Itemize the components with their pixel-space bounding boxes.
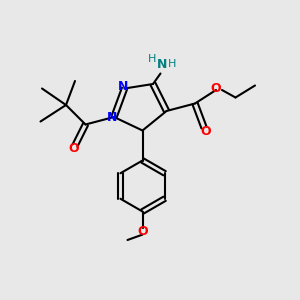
Text: H: H xyxy=(168,59,177,70)
Text: O: O xyxy=(200,124,211,138)
Text: N: N xyxy=(157,58,167,71)
Text: O: O xyxy=(211,82,221,95)
Text: O: O xyxy=(137,225,148,238)
Text: N: N xyxy=(107,111,118,124)
Text: N: N xyxy=(118,80,128,94)
Text: O: O xyxy=(68,142,79,155)
Text: H: H xyxy=(148,54,157,64)
